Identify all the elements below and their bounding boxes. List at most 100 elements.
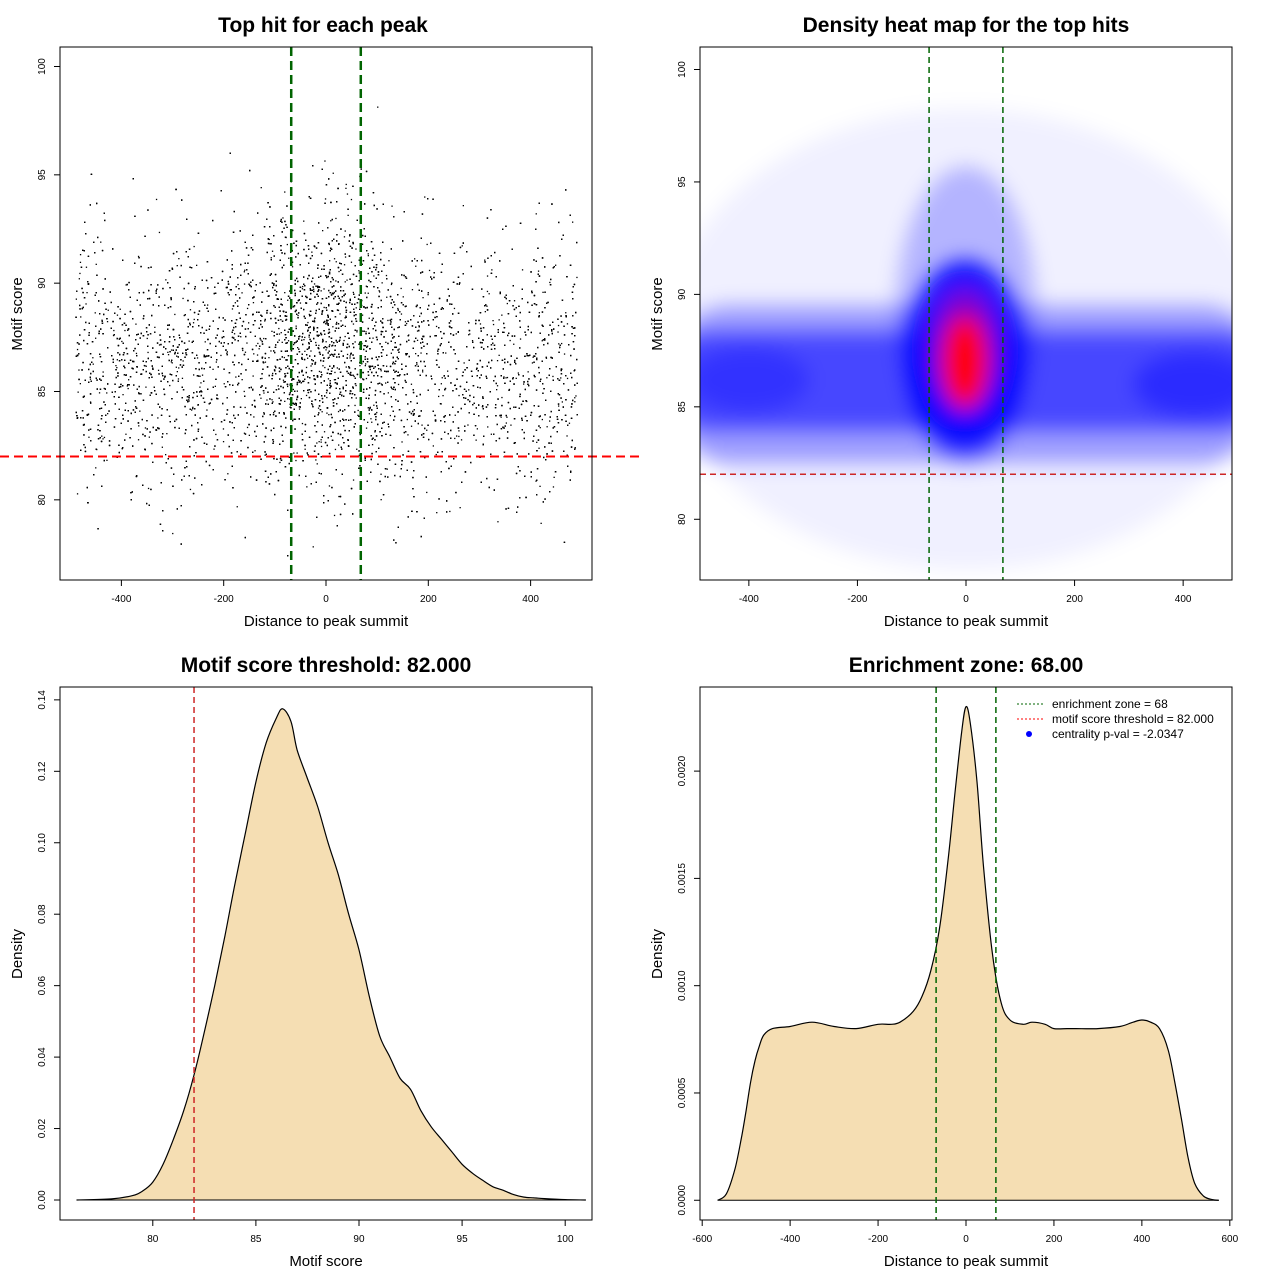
scatter-point xyxy=(271,399,273,401)
scatter-point xyxy=(182,297,184,300)
scatter-point xyxy=(459,507,461,509)
scatter-point xyxy=(558,405,560,407)
scatter-point xyxy=(344,256,347,258)
scatter-point xyxy=(165,279,167,281)
scatter-point xyxy=(263,392,265,394)
scatter-point xyxy=(188,400,190,402)
scatter-point xyxy=(422,371,424,373)
scatter-point xyxy=(335,217,337,220)
scatter-point xyxy=(574,397,576,399)
scatter-point xyxy=(307,391,309,394)
scatter-point xyxy=(367,253,369,255)
scatter-point xyxy=(92,363,94,365)
scatter-point xyxy=(379,291,381,293)
scatter-point xyxy=(196,264,198,266)
scatter-point xyxy=(355,384,357,387)
scatter-point xyxy=(106,459,108,461)
scatter-point xyxy=(283,356,285,359)
scatter-point xyxy=(296,390,298,392)
scatter-point xyxy=(281,341,283,343)
scatter-point xyxy=(365,285,367,287)
scatter-point xyxy=(400,313,403,315)
scatter-point xyxy=(458,394,460,397)
scatter-point xyxy=(199,386,201,388)
scatter-point xyxy=(332,326,334,328)
scatter-point xyxy=(468,389,470,391)
scatter-point xyxy=(193,318,195,321)
scatter-point xyxy=(352,479,355,481)
scatter-point xyxy=(373,275,375,277)
scatter-point xyxy=(545,357,548,359)
scatter-point xyxy=(367,255,369,257)
scatter-point xyxy=(505,377,507,379)
scatter-point xyxy=(299,302,302,304)
scatter-point xyxy=(177,378,180,380)
scatter-point xyxy=(306,486,308,488)
scatter-point xyxy=(458,435,460,438)
scatter-point xyxy=(167,354,170,356)
scatter-point xyxy=(329,260,331,262)
scatter-point xyxy=(278,333,281,335)
scatter-point xyxy=(416,339,419,341)
scatter-point xyxy=(325,392,328,394)
scatter-point xyxy=(294,418,297,420)
scatter-point xyxy=(182,360,184,362)
scatter-point xyxy=(308,313,310,316)
scatter-point xyxy=(365,331,367,333)
scatter-point xyxy=(241,379,243,381)
scatter-point xyxy=(269,243,271,245)
scatter-point xyxy=(334,448,337,451)
scatter-point xyxy=(501,396,503,399)
scatter-point xyxy=(397,327,399,329)
scatter-point xyxy=(295,459,297,462)
scatter-point xyxy=(324,198,327,200)
scatter-point xyxy=(535,213,537,215)
scatter-point xyxy=(333,379,336,381)
scatter-point xyxy=(170,361,172,363)
scatter-point xyxy=(316,442,318,444)
scatter-point xyxy=(575,395,577,397)
scatter-point xyxy=(85,266,88,268)
scatter-point xyxy=(334,379,337,381)
scatter-point xyxy=(344,325,346,327)
scatter-point xyxy=(479,323,482,325)
scatter-point xyxy=(144,427,147,429)
scatter-point xyxy=(371,421,373,423)
scatter-point xyxy=(106,392,108,394)
scatter-point xyxy=(557,324,560,327)
scatter-point xyxy=(215,361,217,363)
scatter-point xyxy=(100,241,102,243)
scatter-point xyxy=(506,376,509,379)
scatter-point xyxy=(344,335,346,338)
scatter-point xyxy=(373,404,375,406)
scatter-point xyxy=(381,282,383,284)
scatter-point xyxy=(372,337,374,339)
scatter-point xyxy=(119,308,121,310)
scatter-point xyxy=(271,250,274,252)
scatter-point xyxy=(390,352,392,354)
scatter-point xyxy=(79,272,81,275)
scatter-point xyxy=(428,269,431,272)
scatter-point xyxy=(317,407,320,409)
scatter-point xyxy=(535,480,537,482)
scatter-point xyxy=(264,454,266,456)
scatter-point xyxy=(327,378,330,380)
scatter-point xyxy=(357,414,359,416)
scatter-point xyxy=(402,296,404,298)
scatter-point xyxy=(116,367,118,369)
scatter-point xyxy=(280,319,282,321)
scatter-point xyxy=(343,264,346,266)
scatter-point xyxy=(321,341,324,343)
scatter-point xyxy=(415,265,417,267)
scatter-point xyxy=(243,283,246,285)
scatter-point xyxy=(192,406,194,408)
scatter-point xyxy=(324,160,326,162)
scatter-point xyxy=(261,377,263,380)
scatter-point xyxy=(323,288,325,290)
scatter-point xyxy=(338,444,340,446)
scatter-point xyxy=(147,487,150,490)
scatter-point xyxy=(231,308,234,310)
scatter-point xyxy=(80,316,82,318)
scatter-point xyxy=(79,254,82,256)
scatter-point xyxy=(215,433,217,436)
